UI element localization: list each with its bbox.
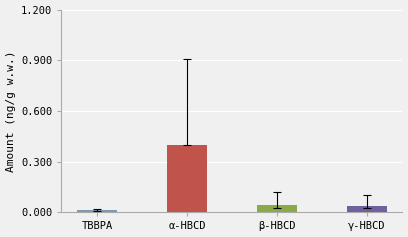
Bar xyxy=(167,145,207,212)
Bar xyxy=(77,210,118,212)
Bar xyxy=(346,206,387,212)
Bar xyxy=(257,205,297,212)
Y-axis label: Amount (ng/g w.w.): Amount (ng/g w.w.) xyxy=(6,50,16,172)
